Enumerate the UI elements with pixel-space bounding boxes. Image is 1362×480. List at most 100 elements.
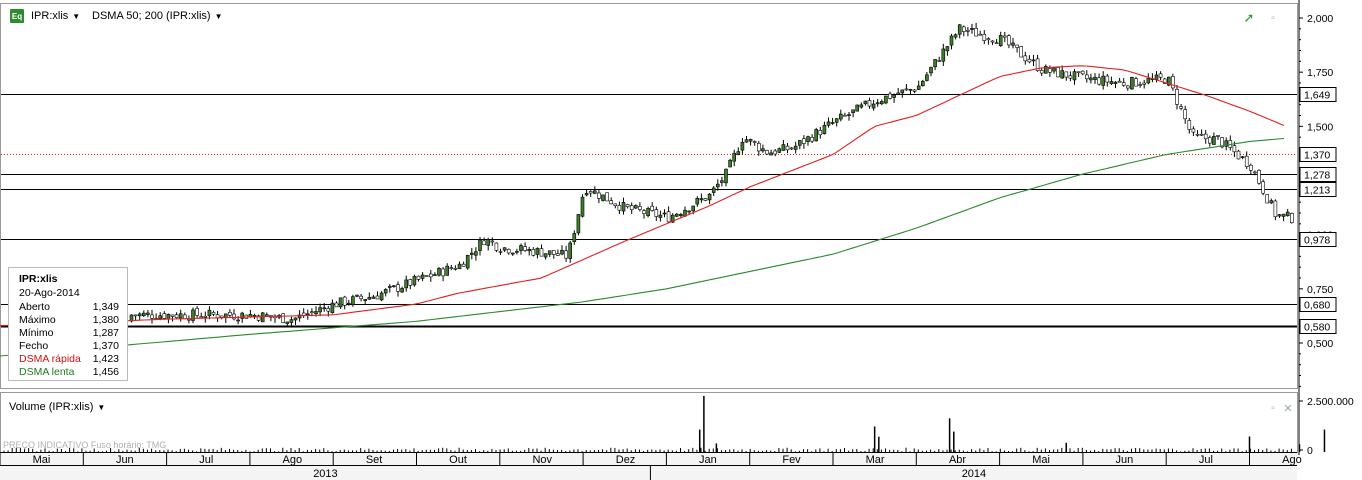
candle-body (1085, 74, 1089, 80)
info-label: DSMA rápida (19, 353, 81, 365)
candle-body (826, 121, 831, 126)
close-icon[interactable]: ✕ (1283, 402, 1293, 415)
candle-body (892, 94, 896, 98)
level-label: 0,978 (1304, 235, 1330, 247)
candle-body (469, 252, 474, 255)
symbol-selector[interactable]: IPR:xlis ▼ (31, 8, 80, 24)
candle-body (150, 314, 154, 319)
price-tick-label: 0,750 (1307, 284, 1333, 296)
volume-selector[interactable]: Volume (IPR:xlis) ▼ (9, 401, 105, 413)
candle-body (1113, 81, 1118, 84)
candle-body (289, 319, 294, 323)
candle-body (351, 296, 355, 305)
chevron-down-icon: ▼ (97, 402, 106, 412)
candle-body (1080, 70, 1085, 75)
candle-body (1212, 136, 1216, 145)
candle-body (695, 198, 700, 205)
candle-body (871, 103, 876, 109)
candle-body (1257, 169, 1261, 184)
candle-body (728, 159, 732, 168)
candle-body (305, 313, 310, 316)
candle-body (888, 93, 892, 99)
candle-body (785, 145, 790, 151)
candle-body (1101, 75, 1105, 86)
candle-body (961, 26, 966, 32)
candle-body (486, 239, 491, 246)
candle-body (551, 250, 556, 255)
eq-icon[interactable]: Eq (10, 9, 24, 23)
candle-body (736, 151, 741, 155)
candle-body (560, 249, 564, 255)
candle-body (252, 314, 257, 317)
candle-body (1068, 75, 1073, 79)
candle-body (974, 27, 978, 37)
candle-body (687, 210, 691, 213)
candle-body (203, 315, 208, 318)
candle-body (232, 313, 236, 320)
candle-body (732, 152, 737, 162)
candle-body (260, 312, 265, 323)
trend-arrow-icon[interactable]: ➚ (1243, 10, 1255, 25)
candle-body (1162, 78, 1167, 84)
candle-body (752, 141, 757, 143)
candle-body (674, 213, 679, 217)
candle-body (830, 122, 835, 124)
maximize-icon[interactable]: ▫ (1271, 402, 1275, 414)
chevron-down-icon: ▼ (214, 11, 223, 21)
candle-body (256, 315, 261, 321)
candle-body (556, 253, 560, 256)
candle-body (1089, 77, 1093, 81)
candle-body (773, 150, 778, 155)
candle-body (597, 192, 601, 199)
level-label-box (1299, 87, 1337, 102)
info-title: IPR:xlis (19, 273, 58, 285)
info-label: Mínimo (19, 327, 54, 339)
candle-body (1175, 89, 1179, 105)
candle-body (1105, 75, 1110, 83)
data-window: IPR:xlis 20-Ago-2014 Aberto 1,349 Máximo… (8, 267, 128, 381)
candle-body (490, 240, 495, 243)
candle-body (765, 150, 769, 155)
candle-body (527, 249, 532, 252)
candle-body (576, 214, 581, 234)
info-label: DSMA lenta (19, 366, 75, 378)
candle-body (1121, 82, 1126, 86)
candles (129, 22, 1294, 328)
indicator-selector[interactable]: DSMA 50; 200 (IPR:xlis) ▼ (92, 8, 223, 24)
candle-body (437, 268, 441, 276)
level-label-box (1299, 182, 1337, 197)
info-row-open: Aberto 1,349 (19, 301, 119, 314)
candle-body (174, 314, 179, 318)
volume-tick-label: 0 (1307, 445, 1313, 457)
candle-body (781, 144, 786, 151)
candle-body (806, 136, 810, 142)
price-tick-label: 2,000 (1307, 13, 1333, 25)
month-label: Jan (699, 454, 717, 466)
candle-body (334, 302, 339, 308)
candle-body (564, 250, 568, 259)
candle-body (990, 40, 995, 43)
candle-body (814, 129, 819, 142)
candle-body (1281, 213, 1286, 217)
candle-body (297, 314, 302, 319)
candle-body (720, 180, 724, 183)
candle-body (133, 314, 138, 317)
month-label: Abr (949, 454, 966, 466)
price-tick-label: 0,500 (1307, 338, 1333, 350)
candle-body (748, 139, 753, 142)
candle-body (851, 109, 855, 114)
candle-body (588, 191, 593, 194)
candle-body (900, 89, 905, 94)
candle-body (797, 140, 802, 146)
candle-body (1273, 200, 1278, 218)
candle-body (314, 311, 318, 314)
candle-body (1191, 128, 1196, 133)
candle-body (609, 200, 614, 205)
info-date: 20-Ago-2014 (19, 287, 80, 299)
candle-body (715, 183, 720, 188)
maximize-icon[interactable]: ▫ (1271, 12, 1275, 24)
info-label: Aberto (19, 301, 50, 313)
candle-body (744, 139, 749, 143)
candle-body (621, 202, 626, 212)
